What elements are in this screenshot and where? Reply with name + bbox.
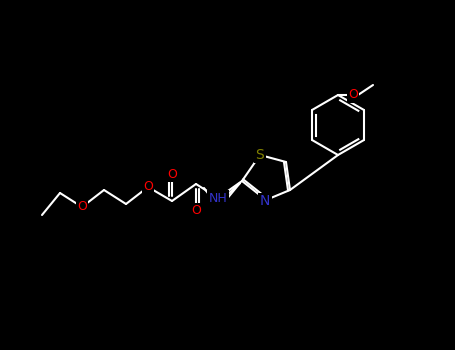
Text: NH: NH — [209, 194, 228, 206]
Text: O: O — [143, 181, 153, 194]
Text: O: O — [77, 201, 87, 214]
Text: O: O — [348, 89, 358, 101]
Text: S: S — [256, 147, 264, 160]
Text: N: N — [260, 194, 270, 208]
Text: O: O — [191, 204, 201, 217]
Text: O: O — [143, 181, 153, 194]
Text: S: S — [256, 148, 264, 162]
Text: N: N — [259, 196, 269, 209]
Text: O: O — [348, 89, 358, 101]
Text: NH: NH — [209, 191, 228, 204]
Text: O: O — [191, 204, 201, 217]
Text: O: O — [167, 168, 177, 181]
Text: O: O — [167, 168, 177, 181]
Text: O: O — [77, 201, 87, 214]
